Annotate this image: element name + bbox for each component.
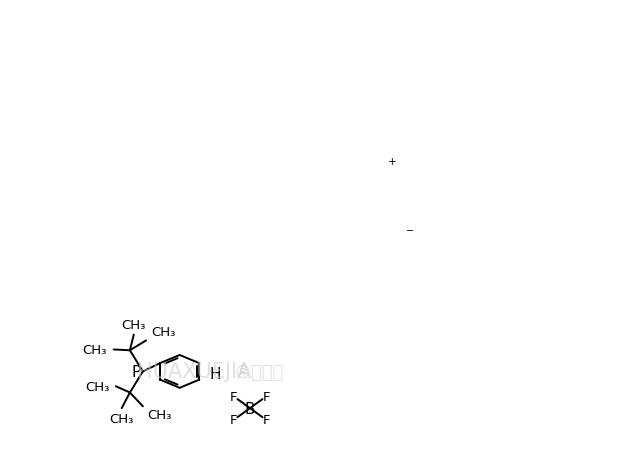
Text: CH₃: CH₃	[82, 343, 107, 356]
Text: CH₃: CH₃	[151, 325, 176, 338]
Text: B: B	[245, 401, 255, 416]
Text: F: F	[230, 390, 238, 403]
Text: HUAXUEJIA: HUAXUEJIA	[137, 362, 251, 382]
Text: P: P	[132, 364, 141, 379]
Text: CH₃: CH₃	[109, 412, 134, 425]
Text: F: F	[230, 414, 238, 426]
Text: CH₃: CH₃	[86, 380, 110, 393]
Text: −: −	[406, 226, 414, 235]
Text: CH₃: CH₃	[122, 318, 146, 331]
Text: H: H	[209, 366, 221, 382]
Text: F: F	[262, 414, 270, 426]
Text: CH₃: CH₃	[148, 409, 172, 421]
Text: +: +	[388, 156, 397, 167]
Text: ®化学加: ®化学加	[234, 364, 284, 381]
Text: F: F	[262, 390, 270, 403]
